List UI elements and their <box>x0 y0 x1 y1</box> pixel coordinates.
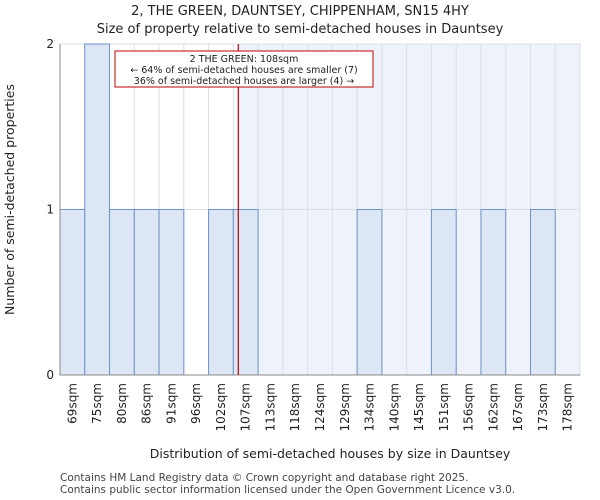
x-tick-label: 145sqm <box>412 383 426 431</box>
x-tick-label: 151sqm <box>437 383 451 431</box>
x-axis-label: Distribution of semi-detached houses by … <box>150 446 511 461</box>
y-axis-label: Number of semi-detached properties <box>2 84 17 315</box>
annotation-line-3: 36% of semi-detached houses are larger (… <box>134 76 354 87</box>
x-tick-label: 113sqm <box>263 383 277 431</box>
bar-151sqm <box>430 209 457 376</box>
bar-86sqm <box>133 209 160 376</box>
x-tick-label: 75sqm <box>90 383 104 424</box>
y-tick-label: 2 <box>46 37 54 51</box>
footer-copyright: Contains HM Land Registry data © Crown c… <box>60 472 469 484</box>
y-tick-label: 0 <box>46 368 54 382</box>
x-tick-label: 162sqm <box>486 383 500 431</box>
footer-licence: Contains public sector information licen… <box>60 484 516 496</box>
x-tick-label: 86sqm <box>140 383 154 424</box>
bar-69sqm <box>59 209 86 376</box>
x-tick-label: 173sqm <box>536 383 550 431</box>
x-tick-label: 107sqm <box>239 383 253 431</box>
x-tick-label: 118sqm <box>288 383 302 431</box>
annotation-line-1: 2 THE GREEN: 108sqm <box>190 54 299 65</box>
bar-80sqm <box>109 209 135 376</box>
annotation-line-2: ← 64% of semi-detached houses are smalle… <box>130 65 358 76</box>
x-tick-label: 96sqm <box>189 383 203 424</box>
x-tick-label: 167sqm <box>511 383 525 431</box>
x-tick-label: 124sqm <box>313 383 327 431</box>
x-tick-label: 80sqm <box>115 383 129 424</box>
bar-162sqm <box>480 209 507 376</box>
annotation-box <box>114 50 374 88</box>
x-tick-label: 102sqm <box>214 383 228 431</box>
x-tick-label: 178sqm <box>561 383 575 431</box>
bar-91sqm <box>158 209 185 376</box>
bar-107sqm <box>232 209 259 376</box>
chart-title: Size of property relative to semi-detach… <box>96 22 504 37</box>
x-tick-label: 129sqm <box>338 383 352 431</box>
bar-102sqm <box>208 209 234 376</box>
x-tick-label: 140sqm <box>387 383 401 431</box>
bar-134sqm <box>356 209 383 376</box>
chart-title-address: 2, THE GREEN, DAUNTSEY, CHIPPENHAM, SN15… <box>131 4 469 19</box>
y-tick-label: 1 <box>46 203 54 217</box>
x-tick-label: 156sqm <box>462 383 476 431</box>
bar-173sqm <box>529 209 556 376</box>
x-tick-label: 91sqm <box>164 383 178 424</box>
x-tick-label: 69sqm <box>65 383 79 424</box>
bar-75sqm <box>84 43 111 376</box>
x-tick-label: 134sqm <box>363 383 377 431</box>
